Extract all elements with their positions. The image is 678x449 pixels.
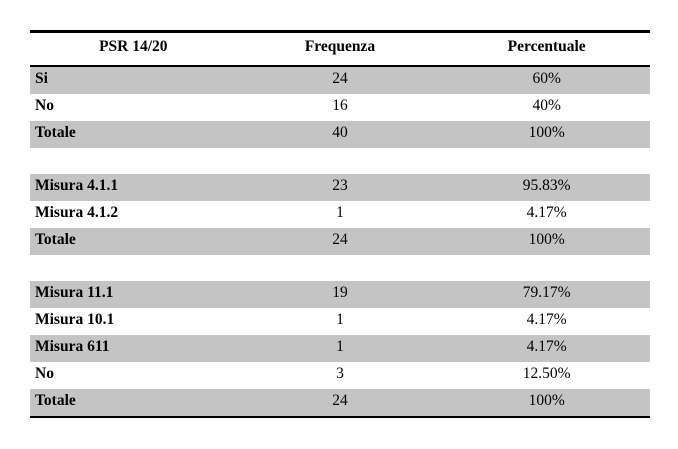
- row-label: Misura 10.1: [30, 308, 237, 335]
- frequenza-value: 1: [236, 201, 444, 228]
- table-row: Misura 10.1 1 4.17%: [30, 308, 650, 335]
- row-label: Totale: [30, 389, 237, 418]
- frequenza-value: 1: [236, 335, 444, 362]
- row-label: No: [30, 362, 237, 389]
- frequenza-value: 24: [236, 228, 444, 255]
- table-row: Misura 11.1 19 79.17%: [30, 281, 650, 308]
- percentuale-value: 100%: [443, 121, 650, 148]
- row-label: Totale: [30, 228, 237, 255]
- row-label: Misura 11.1: [30, 281, 237, 308]
- table-section-misure-4: Misura 4.1.1 23 95.83% Misura 4.1.2 1 4.…: [30, 174, 650, 255]
- spacer-cell: [30, 148, 650, 174]
- row-label: Si: [30, 66, 237, 94]
- table-section-misure-11: Misura 11.1 19 79.17% Misura 10.1 1 4.17…: [30, 281, 650, 418]
- row-label: Misura 611: [30, 335, 237, 362]
- table-row: Misura 4.1.2 1 4.17%: [30, 201, 650, 228]
- column-header-percentuale: Percentuale: [443, 30, 650, 67]
- section-gap: [30, 148, 650, 174]
- frequenza-value: 3: [236, 362, 444, 389]
- percentuale-value: 100%: [443, 228, 650, 255]
- percentuale-value: 60%: [443, 66, 650, 94]
- percentuale-value: 4.17%: [443, 201, 650, 228]
- frequenza-value: 16: [236, 94, 444, 121]
- table-row: Misura 611 1 4.17%: [30, 335, 650, 362]
- spacer-row: [30, 148, 650, 174]
- table-section-adesione: Si 24 60% No 16 40% Totale 40 100%: [30, 66, 650, 148]
- frequenza-value: 24: [236, 389, 444, 418]
- header-row: PSR 14/20 Frequenza Percentuale: [30, 30, 650, 67]
- frequenza-value: 1: [236, 308, 444, 335]
- table-row-total: Totale 24 100%: [30, 228, 650, 255]
- frequenza-value: 24: [236, 66, 444, 94]
- frequenza-value: 23: [236, 174, 444, 201]
- percentuale-value: 4.17%: [443, 335, 650, 362]
- row-label: Misura 4.1.2: [30, 201, 237, 228]
- percentuale-value: 40%: [443, 94, 650, 121]
- percentuale-value: 79.17%: [443, 281, 650, 308]
- section-gap: [30, 255, 650, 281]
- column-header-psr: PSR 14/20: [30, 30, 237, 67]
- table-row: Misura 4.1.1 23 95.83%: [30, 174, 650, 201]
- percentuale-value: 100%: [443, 389, 650, 418]
- table-row: No 3 12.50%: [30, 362, 650, 389]
- table-row: Si 24 60%: [30, 66, 650, 94]
- psr-frequency-table: PSR 14/20 Frequenza Percentuale Si 24 60…: [30, 30, 650, 418]
- percentuale-value: 4.17%: [443, 308, 650, 335]
- row-label: Totale: [30, 121, 237, 148]
- row-label: Misura 4.1.1: [30, 174, 237, 201]
- table-header: PSR 14/20 Frequenza Percentuale: [30, 30, 650, 67]
- spacer-cell: [30, 255, 650, 281]
- row-label: No: [30, 94, 237, 121]
- column-header-frequenza: Frequenza: [236, 30, 444, 67]
- frequenza-value: 40: [236, 121, 444, 148]
- table-row: No 16 40%: [30, 94, 650, 121]
- table-row-total: Totale 40 100%: [30, 121, 650, 148]
- table-row-total: Totale 24 100%: [30, 389, 650, 418]
- percentuale-value: 95.83%: [443, 174, 650, 201]
- frequenza-value: 19: [236, 281, 444, 308]
- spacer-row: [30, 255, 650, 281]
- percentuale-value: 12.50%: [443, 362, 650, 389]
